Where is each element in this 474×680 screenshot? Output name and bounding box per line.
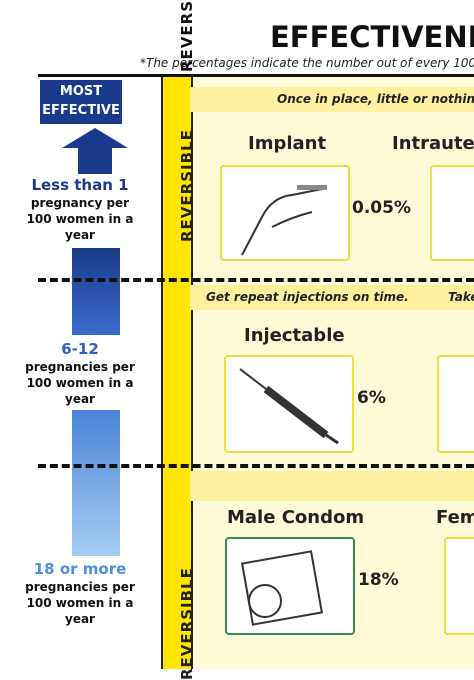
note: Take	[448, 290, 474, 304]
arrow	[62, 128, 128, 174]
rate: 6%	[357, 388, 386, 408]
icon-box	[444, 537, 474, 635]
band-label: REVERSIBLE	[178, 129, 196, 242]
method-name: Implant	[248, 133, 327, 154]
badge: MOST EFFECTIVE	[40, 80, 122, 124]
divider	[38, 464, 474, 468]
tier: 6-12 pregnancies per 100 women in a year	[20, 340, 140, 407]
title: EFFECTIVENE	[270, 20, 474, 54]
icon-box	[220, 165, 350, 261]
tier: Less than 1 pregnancy per 100 women in a …	[20, 176, 140, 243]
rate: 0.05%	[352, 198, 411, 218]
band-label: REVERSIBLE	[178, 0, 196, 72]
note: Get repeat injections on time.	[206, 290, 409, 304]
note: Once in place, little or nothing t	[190, 87, 474, 112]
divider	[38, 278, 474, 282]
icon-box	[224, 355, 354, 453]
tier-value: 18 or more	[33, 560, 127, 578]
strip	[190, 471, 474, 501]
tier-value: 6-12	[61, 340, 99, 358]
icon-box	[430, 165, 474, 261]
rate: 18%	[358, 570, 399, 590]
method-name: Male Condom	[227, 507, 365, 528]
icon-box	[225, 537, 355, 635]
tier: 18 or more pregnancies per 100 women in a…	[20, 560, 140, 627]
tier-label: pregnancy per 100 women in a year	[26, 196, 134, 242]
rule	[38, 74, 474, 77]
bar	[72, 410, 120, 556]
method-name: Intrauter	[392, 133, 474, 154]
method-name: Fem	[436, 507, 474, 528]
note: Get repeat injections on time. Take	[190, 285, 474, 310]
tier-label: pregnancies per 100 women in a year	[25, 360, 135, 406]
tier-value: Less than 1	[31, 176, 129, 194]
tier-label: pregnancies per 100 women in a year	[25, 580, 135, 626]
bar	[72, 248, 120, 335]
method-name: Injectable	[244, 325, 345, 346]
band	[161, 77, 193, 669]
icon-box	[437, 355, 474, 453]
band-label: REVERSIBLE	[178, 567, 196, 680]
subtitle: *The percentages indicate the number out…	[140, 56, 474, 70]
